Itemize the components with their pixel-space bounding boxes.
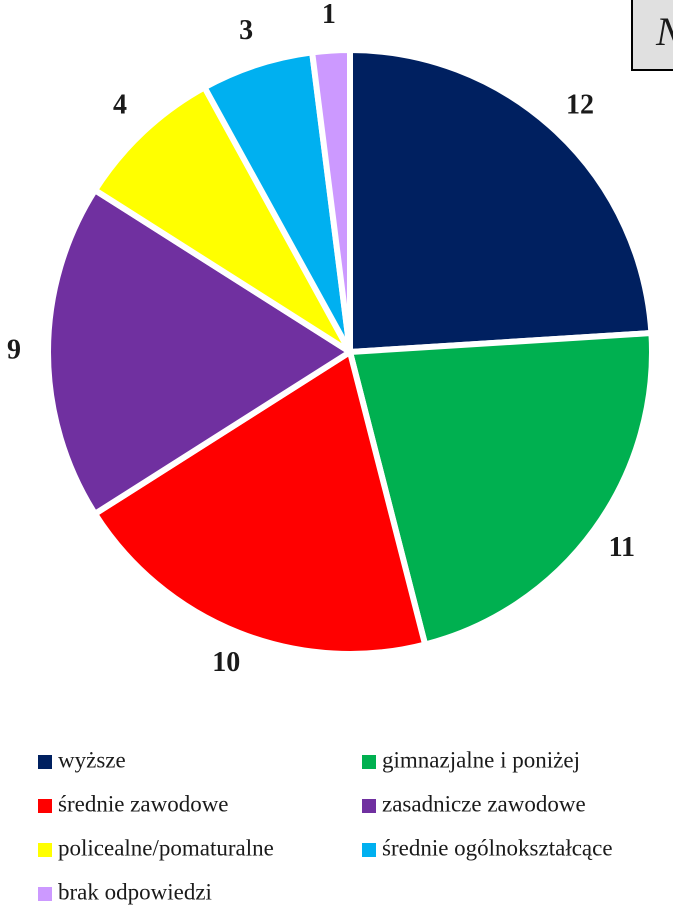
legend-label: gimnazjalne i poniżej — [382, 747, 580, 772]
legend-label: średnie ogólnokształcące — [382, 835, 613, 860]
data-label: 3 — [239, 15, 253, 46]
data-label: 9 — [7, 334, 21, 365]
legend-swatch — [362, 799, 376, 813]
data-label: 11 — [609, 532, 635, 563]
data-label: 10 — [212, 647, 240, 678]
legend-swatch — [38, 887, 52, 901]
pie-slice — [347, 330, 655, 648]
data-label: 12 — [566, 89, 594, 120]
data-label: 1 — [322, 0, 336, 30]
legend-label: brak odpowiedzi — [58, 879, 212, 904]
title-box — [631, 0, 673, 71]
pie-slice — [347, 47, 655, 355]
data-label: 4 — [113, 89, 127, 120]
pie-slice — [45, 187, 353, 517]
legend-label: zasadnicze zawodowe — [382, 791, 586, 816]
legend-swatch — [362, 843, 376, 857]
legend-label: średnie zawodowe — [58, 791, 229, 816]
legend-swatch — [38, 843, 52, 857]
pie-slice — [92, 84, 353, 355]
legend-label: policealne/pomaturalne — [58, 835, 274, 860]
pie-slice — [92, 349, 429, 657]
legend-swatch — [38, 755, 52, 769]
legend-swatch — [362, 755, 376, 769]
pie-slice — [309, 47, 353, 355]
legend-label: wyższe — [58, 747, 126, 772]
chart-title: N — [655, 9, 673, 54]
legend-swatch — [38, 799, 52, 813]
